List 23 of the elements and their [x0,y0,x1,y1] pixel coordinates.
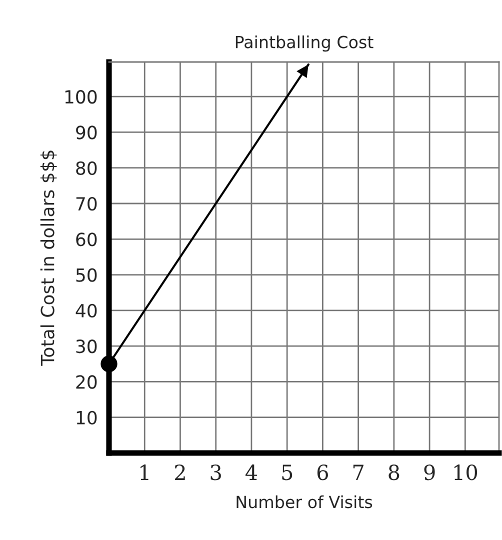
x-axis-title: Number of Visits [236,495,372,508]
y-tick-label: 20 [76,375,97,389]
x-tick-label: 10 [454,464,478,480]
y-tick-label: 60 [76,232,97,246]
y-tick-label: 70 [76,196,97,211]
x-tick-label: 9 [424,464,435,480]
x-tick-label: 5 [282,464,292,480]
y-tick-label: 40 [76,304,97,318]
y-axis-title: Total Cost in dollars $$$ [40,150,57,366]
x-tick-label: 6 [317,464,328,480]
y-tick-label: 90 [76,126,97,140]
x-tick-label: 1 [140,464,148,480]
x-tick-label: 7 [353,464,364,480]
y-tick-label: 30 [76,340,97,354]
x-tick-label: 4 [245,464,258,480]
x-tick-label: 2 [175,464,185,480]
y-tick-label: 100 [65,90,97,104]
y-tick-label: 50 [76,268,97,282]
x-tick-label: 3 [210,464,221,480]
y-tick-label: 80 [76,161,97,175]
y-tick-label: 10 [76,410,97,424]
chart-title: Paintballing Cost [236,35,374,52]
x-tick-label: 8 [388,464,400,480]
